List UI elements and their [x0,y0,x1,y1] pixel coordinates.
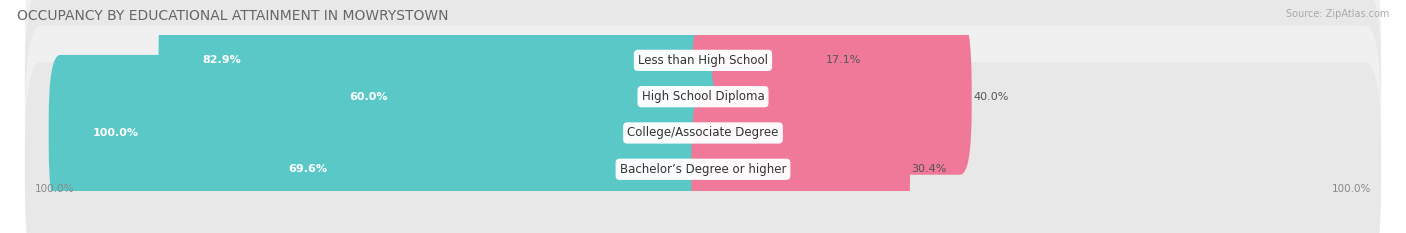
FancyBboxPatch shape [49,55,714,211]
Text: 82.9%: 82.9% [202,55,240,65]
Text: 60.0%: 60.0% [350,92,388,102]
Text: College/Associate Degree: College/Associate Degree [627,127,779,140]
FancyBboxPatch shape [159,0,714,138]
FancyBboxPatch shape [692,0,824,138]
Text: Source: ZipAtlas.com: Source: ZipAtlas.com [1285,9,1389,19]
FancyBboxPatch shape [305,19,714,175]
Text: High School Diploma: High School Diploma [641,90,765,103]
Text: 0.0%: 0.0% [716,128,744,138]
FancyBboxPatch shape [25,26,1381,233]
Text: 69.6%: 69.6% [288,164,326,174]
Text: Less than High School: Less than High School [638,54,768,67]
FancyBboxPatch shape [25,0,1381,204]
FancyBboxPatch shape [25,0,1381,168]
Text: 100.0%: 100.0% [1331,184,1371,194]
Text: 100.0%: 100.0% [93,128,138,138]
FancyBboxPatch shape [692,91,910,233]
Text: 17.1%: 17.1% [825,55,860,65]
FancyBboxPatch shape [25,62,1381,233]
Text: Bachelor’s Degree or higher: Bachelor’s Degree or higher [620,163,786,176]
Text: 100.0%: 100.0% [35,184,75,194]
Text: 40.0%: 40.0% [973,92,1008,102]
Text: OCCUPANCY BY EDUCATIONAL ATTAINMENT IN MOWRYSTOWN: OCCUPANCY BY EDUCATIONAL ATTAINMENT IN M… [17,9,449,23]
Text: 30.4%: 30.4% [911,164,946,174]
FancyBboxPatch shape [245,91,714,233]
FancyBboxPatch shape [692,19,972,175]
